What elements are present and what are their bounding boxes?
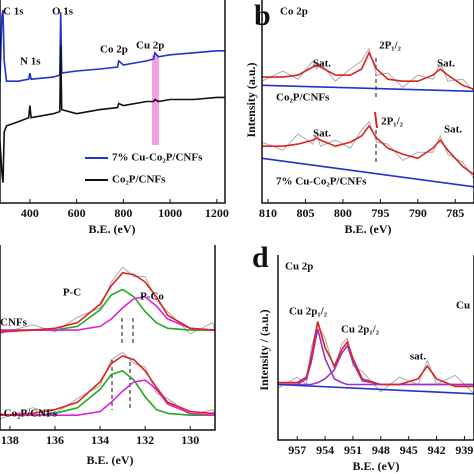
annotation: Sat. — [444, 124, 462, 136]
annotation: Co 2p — [100, 44, 128, 56]
x-tick-label: 800 — [334, 206, 352, 220]
plot-frame — [0, 245, 216, 431]
x-tick-label: 132 — [136, 433, 154, 447]
x-tick-label: 805 — [296, 206, 314, 220]
series-line — [0, 44, 225, 183]
x-tick-label: 138 — [1, 433, 19, 447]
x-tick-label: 795 — [371, 206, 389, 220]
annotation: sat. — [410, 351, 426, 363]
series-line — [262, 124, 474, 176]
x-tick-label: 810 — [259, 206, 277, 220]
x-tick-label: 134 — [91, 433, 109, 447]
x-tick-label: 800 — [114, 206, 132, 220]
annotation: P-C — [63, 287, 81, 299]
x-tick-label: 948 — [372, 443, 390, 457]
shift-marker — [374, 111, 378, 129]
annotation: Sat. — [313, 128, 331, 140]
annotation: P-Co — [140, 291, 164, 303]
annotation: CNFs — [0, 317, 28, 329]
x-axis-label: B.E. (eV) — [89, 222, 136, 236]
x-tick-label: 600 — [68, 206, 86, 220]
x-axis-label: B.E. (eV) — [87, 453, 134, 467]
series-line — [262, 50, 474, 91]
annotation: 2P₁/₂ — [381, 116, 404, 128]
x-tick-label: 954 — [316, 443, 334, 457]
series-line — [261, 120, 474, 179]
x-tick-label: 136 — [46, 433, 64, 447]
annotation: -Co₂P/CNFs — [0, 408, 58, 420]
series-line — [0, 355, 215, 416]
panel-label: d — [252, 241, 269, 274]
y-axis-label: Intensity / (a.u.) — [257, 309, 271, 390]
series-line — [0, 369, 215, 416]
annotation: 2P₁/₂ — [379, 40, 402, 52]
annotation: Cu 2p₁/₂ — [341, 324, 380, 336]
series-line — [278, 343, 474, 386]
x-tick-label: 945 — [400, 443, 418, 457]
series-line — [278, 321, 474, 388]
plot-frame — [261, 0, 474, 204]
legend-label: 7% Cu-Co₂P/CNFs — [112, 152, 203, 164]
x-axis-label: B.E. (eV) — [345, 222, 392, 236]
legend-label: Co₂P/CNFs — [112, 174, 166, 186]
x-tick-label: 957 — [288, 443, 306, 457]
x-tick-label: 939 — [455, 443, 473, 457]
annotation: Co 2p — [280, 6, 308, 18]
annotation: O 1s — [52, 6, 74, 18]
x-tick-label: 785 — [446, 206, 464, 220]
annotation: Cu 2p — [285, 261, 313, 273]
annotation: Sat. — [437, 58, 455, 70]
series-line — [261, 84, 474, 93]
series-line — [0, 271, 215, 333]
plot-frame — [0, 0, 226, 204]
series-line — [277, 383, 474, 395]
annotation: N 1s — [20, 56, 41, 68]
series-line — [0, 379, 215, 416]
series-line — [261, 47, 474, 92]
x-tick-label: 1000 — [158, 206, 182, 220]
x-tick-label: 130 — [181, 433, 199, 447]
x-tick-label: 1200 — [205, 206, 229, 220]
annotation: C 1s — [3, 6, 24, 18]
plot-frame — [277, 255, 474, 441]
x-tick-label: 400 — [21, 206, 39, 220]
x-tick-label: 790 — [409, 206, 427, 220]
series-line — [0, 10, 225, 82]
annotation: 7% Cu-Co₂P/CNFs — [276, 176, 367, 188]
panel-label: b — [254, 0, 271, 32]
annotation: Cu 2p₁/₂ — [289, 306, 328, 318]
annotation: Sat. — [313, 58, 331, 70]
x-tick-label: 942 — [428, 443, 446, 457]
x-tick-label: 951 — [344, 443, 362, 457]
annotation: Cu — [456, 300, 470, 312]
annotation: Cu 2p — [136, 40, 164, 52]
x-axis-label: B.E. (eV) — [353, 459, 400, 473]
y-axis-label: Intensity (a.u.) — [244, 62, 258, 137]
annotation: Co₂P/CNFs — [276, 92, 330, 104]
series-line — [261, 157, 474, 188]
